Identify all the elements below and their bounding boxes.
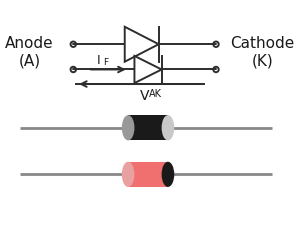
FancyBboxPatch shape	[128, 162, 168, 187]
Text: AK: AK	[149, 89, 162, 99]
FancyBboxPatch shape	[128, 115, 168, 140]
FancyBboxPatch shape	[128, 162, 167, 187]
Polygon shape	[125, 27, 159, 62]
Text: F: F	[103, 58, 109, 67]
Text: Anode
(A): Anode (A)	[5, 36, 54, 68]
Ellipse shape	[122, 115, 134, 140]
Polygon shape	[134, 56, 162, 83]
FancyBboxPatch shape	[128, 115, 167, 140]
Ellipse shape	[162, 115, 174, 140]
Text: I: I	[97, 54, 100, 67]
Ellipse shape	[162, 162, 174, 187]
Ellipse shape	[122, 162, 134, 187]
Text: Cathode
(K): Cathode (K)	[230, 36, 295, 68]
Text: V: V	[140, 89, 150, 103]
